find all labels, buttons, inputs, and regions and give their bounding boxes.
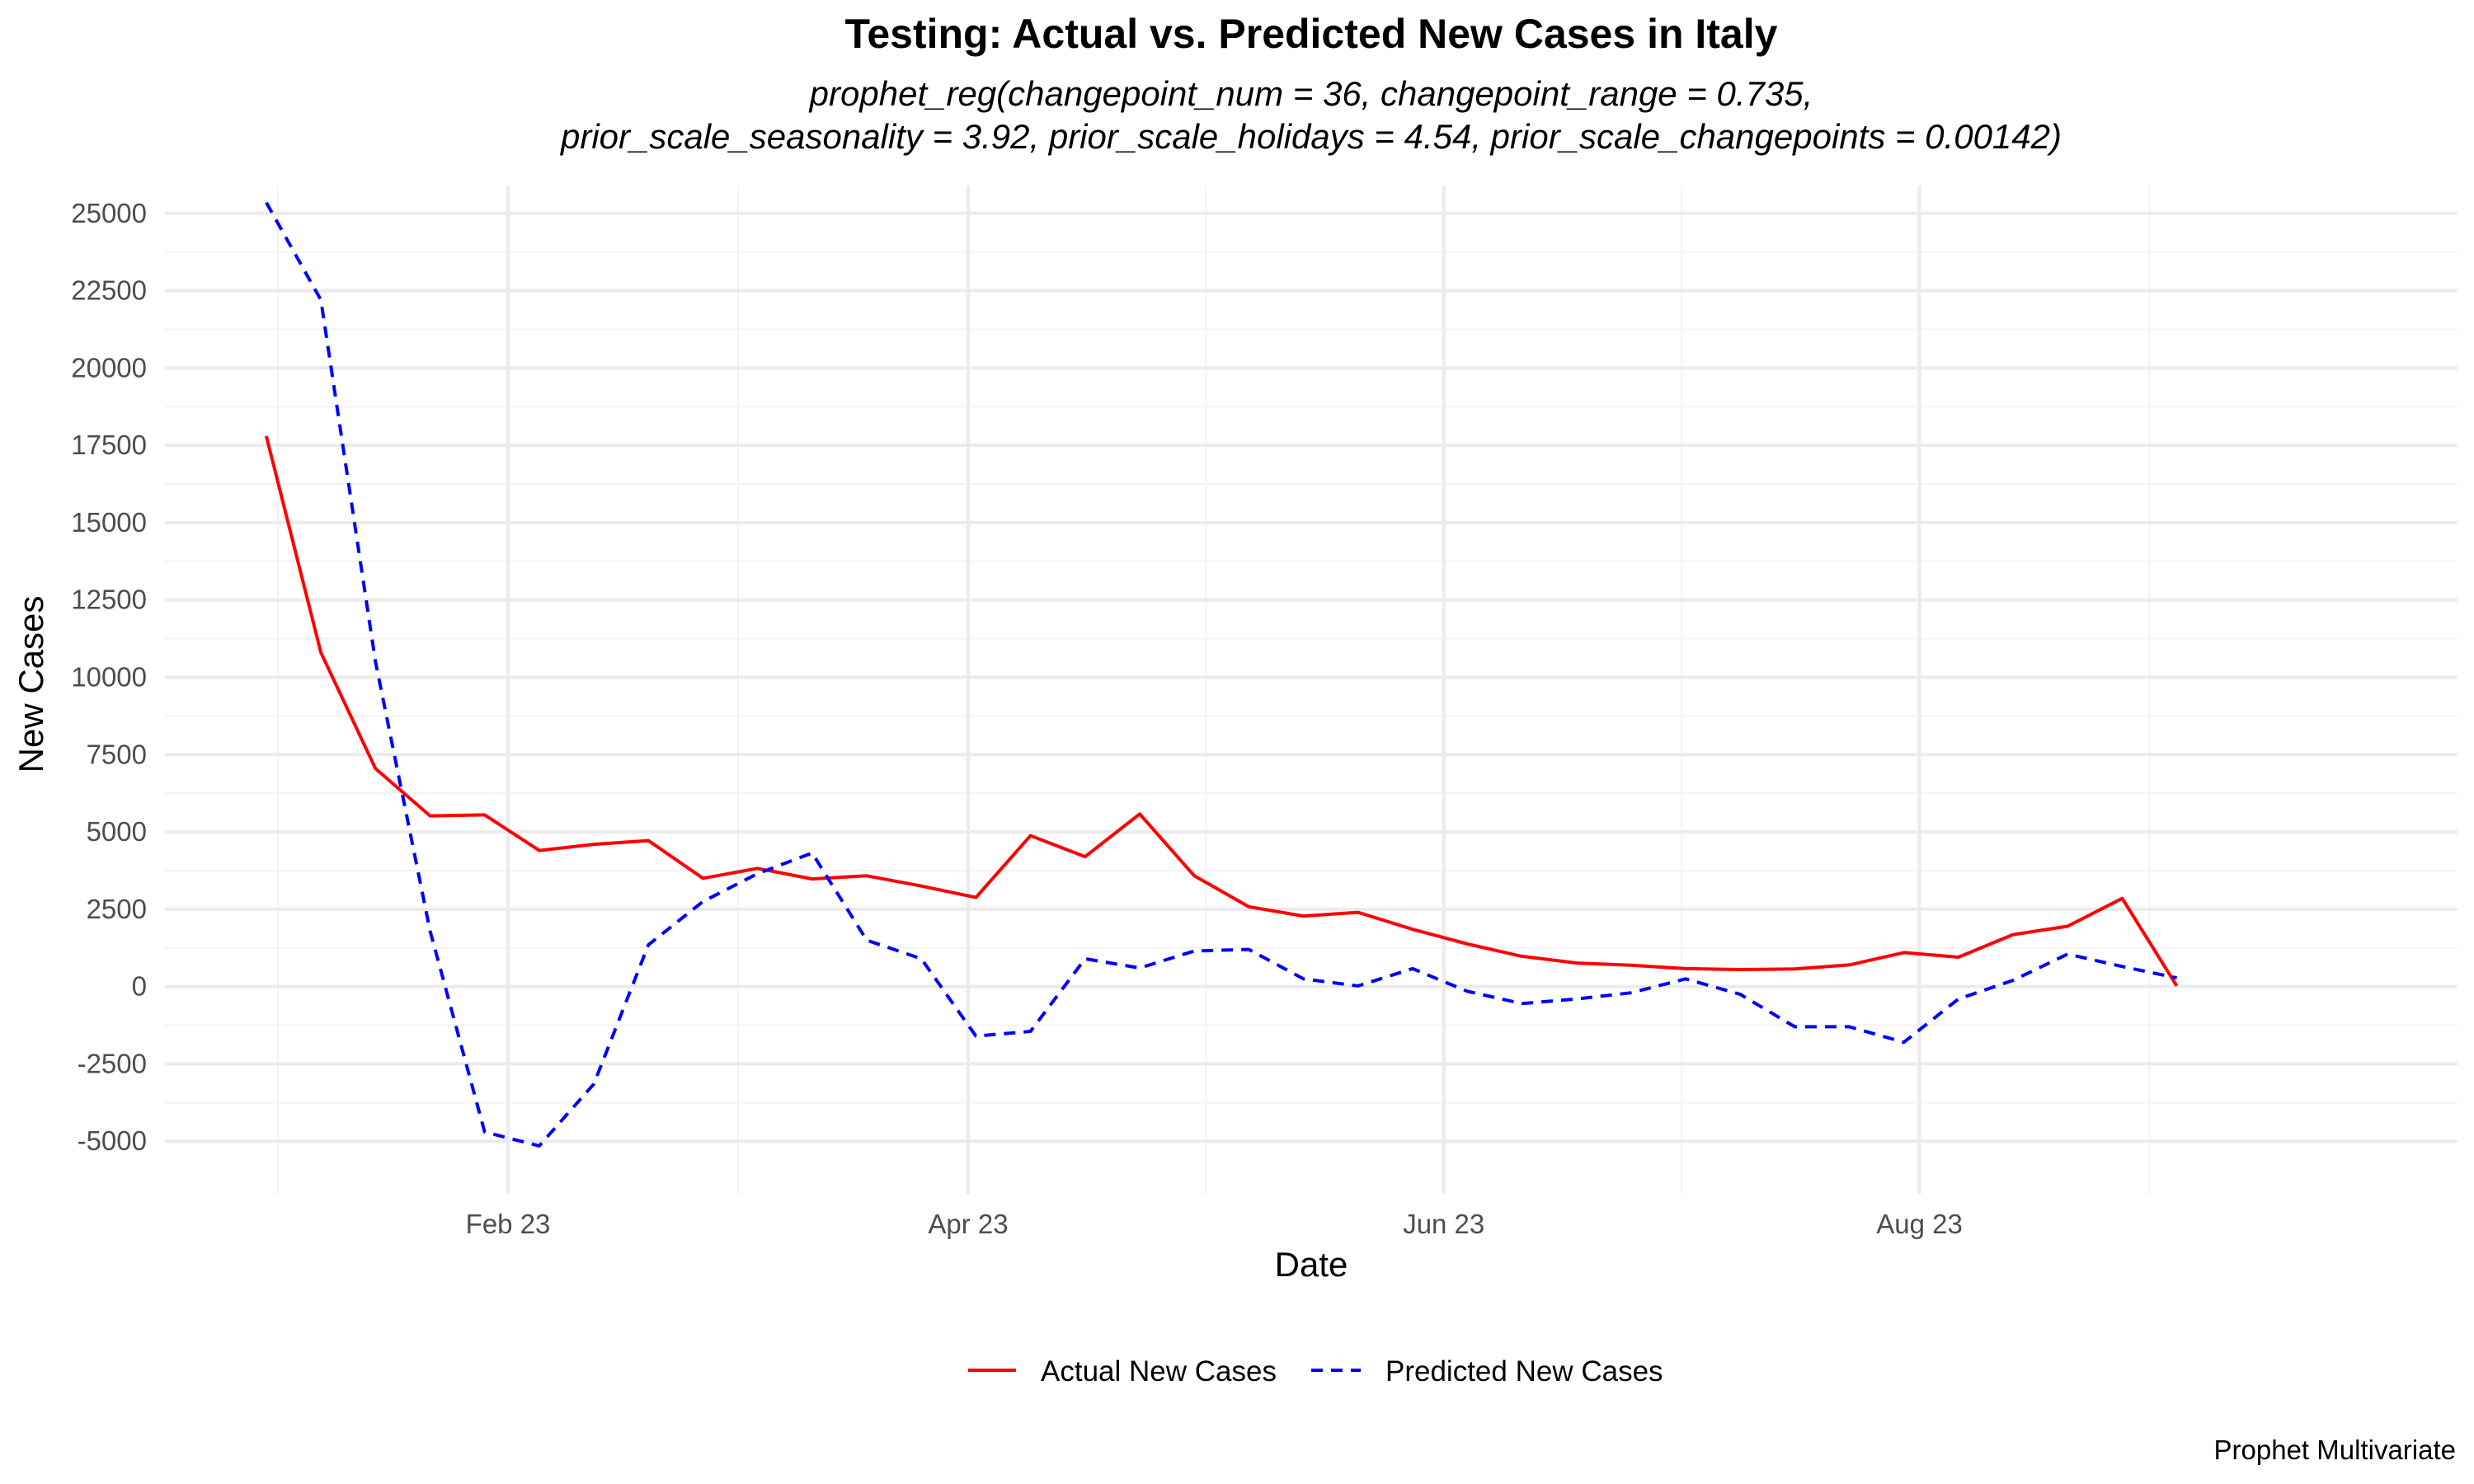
y-tick-label: 25000 (71, 198, 147, 228)
y-tick-label: 7500 (87, 739, 147, 769)
x-axis: Feb 23 Apr 23 Jun 23 Aug 23 (466, 1209, 1963, 1239)
y-tick-label: 17500 (71, 430, 147, 460)
chart-title: Testing: Actual vs. Predicted New Cases … (845, 11, 1778, 57)
y-tick-label: 15000 (71, 507, 147, 538)
chart-caption: Prophet Multivariate (2214, 1435, 2456, 1465)
chart-subtitle-line-2: prior_scale_seasonality = 3.92, prior_sc… (559, 117, 2062, 156)
y-tick-label: 12500 (71, 585, 147, 615)
y-axis-title: New Cases (12, 596, 50, 773)
series-line-predicted (265, 201, 2178, 1148)
x-tick-label: Jun 23 (1403, 1209, 1484, 1239)
legend-label-predicted: Predicted New Cases (1385, 1355, 1663, 1388)
series-line-actual (264, 435, 2179, 987)
y-tick-label: 10000 (71, 661, 147, 692)
x-tick-label: Feb 23 (466, 1209, 551, 1239)
y-tick-label: 22500 (71, 275, 147, 306)
legend: Actual New Cases Predicted New Cases (968, 1355, 1663, 1388)
y-axis: -5000 -2500 0 2500 5000 7500 10000 12500 15000 17… (71, 198, 147, 1156)
y-tick-label: -2500 (78, 1048, 147, 1078)
plot-area (165, 186, 2458, 1194)
y-tick-label: 2500 (87, 894, 147, 924)
chart-subtitle-line-1: prophet_reg(changepoint_num = 36, change… (808, 74, 1813, 113)
x-tick-label: Apr 23 (928, 1209, 1008, 1239)
y-tick-label: -5000 (78, 1125, 147, 1156)
gridlines (165, 186, 2458, 1194)
series-layer (264, 201, 2179, 1148)
y-tick-label: 20000 (71, 352, 147, 383)
x-tick-label: Aug 23 (1876, 1209, 1963, 1239)
legend-label-actual: Actual New Cases (1041, 1355, 1277, 1388)
y-tick-label: 5000 (87, 816, 147, 847)
x-axis-title: Date (1275, 1245, 1348, 1284)
y-tick-label: 0 (132, 971, 147, 1002)
